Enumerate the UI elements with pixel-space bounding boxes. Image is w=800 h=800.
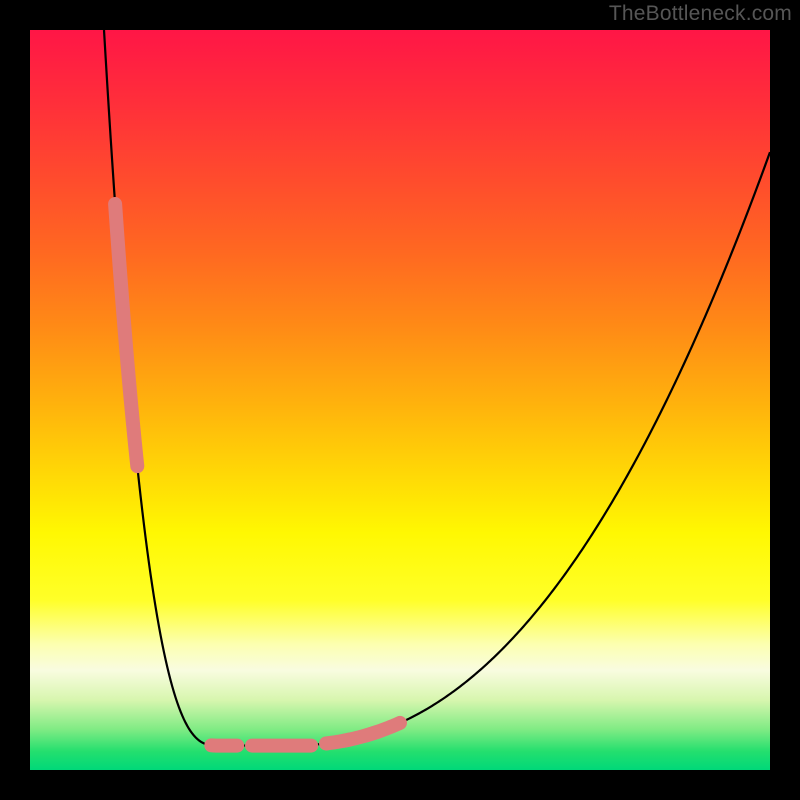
outer-frame: TheBottleneck.com: [0, 0, 800, 800]
chart-plot: [30, 30, 770, 770]
watermark-text: TheBottleneck.com: [609, 2, 792, 26]
gradient-background: [30, 30, 770, 770]
chart-svg: [30, 30, 770, 770]
